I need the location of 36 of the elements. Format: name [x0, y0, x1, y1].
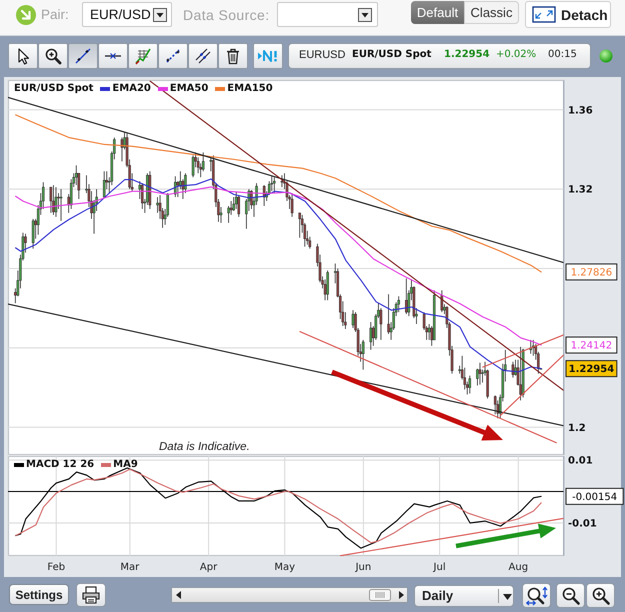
y-tick-label: -0.01 [568, 518, 597, 530]
legend-label: EMA150 [227, 83, 273, 95]
x-tick-label: Jun [354, 562, 372, 574]
legend-label: MACD 12 26 [26, 459, 94, 471]
text: -0.00154 [572, 492, 618, 503]
y-tick-label: 1.2 [568, 422, 586, 434]
text: EUR/USD Spot [352, 49, 432, 60]
annotation: 1.22954 [568, 364, 614, 376]
y-tick-label: 1.36 [568, 105, 593, 116]
y-tick-label: 0.01 [568, 456, 593, 467]
text: Default [416, 5, 458, 20]
annotation: Data is Indicative. [159, 441, 250, 453]
text: EURUSD [299, 49, 346, 61]
x-tick-label: May [274, 562, 296, 574]
x-tick-label: Aug [508, 562, 528, 574]
text: Daily [422, 588, 454, 603]
text: Classic [470, 5, 512, 20]
x-tick-label: Feb [47, 562, 66, 574]
x-tick-label: Jul [432, 562, 446, 574]
text: +0.02% [496, 49, 536, 60]
x-tick-label: Apr [200, 562, 218, 574]
source-note: Data Source: [183, 7, 270, 23]
annotation: 1.27826 [570, 268, 612, 279]
legend-label: EMA20 [112, 83, 151, 95]
annotation: 1.24142 [570, 340, 612, 352]
legend-label: MA9 [113, 459, 138, 471]
legend-title: EUR/USD Spot [14, 83, 94, 95]
x-tick-label: Mar [120, 562, 140, 574]
text: Detach [561, 7, 608, 23]
text: EUR/USD [90, 7, 151, 22]
text: 00:15 [548, 49, 577, 60]
text: Pair: [41, 7, 69, 22]
text: Settings [15, 588, 63, 602]
text: 1.22954 [444, 49, 490, 60]
y-tick-label: 1.32 [568, 184, 593, 196]
legend-label: EMA50 [170, 83, 208, 95]
